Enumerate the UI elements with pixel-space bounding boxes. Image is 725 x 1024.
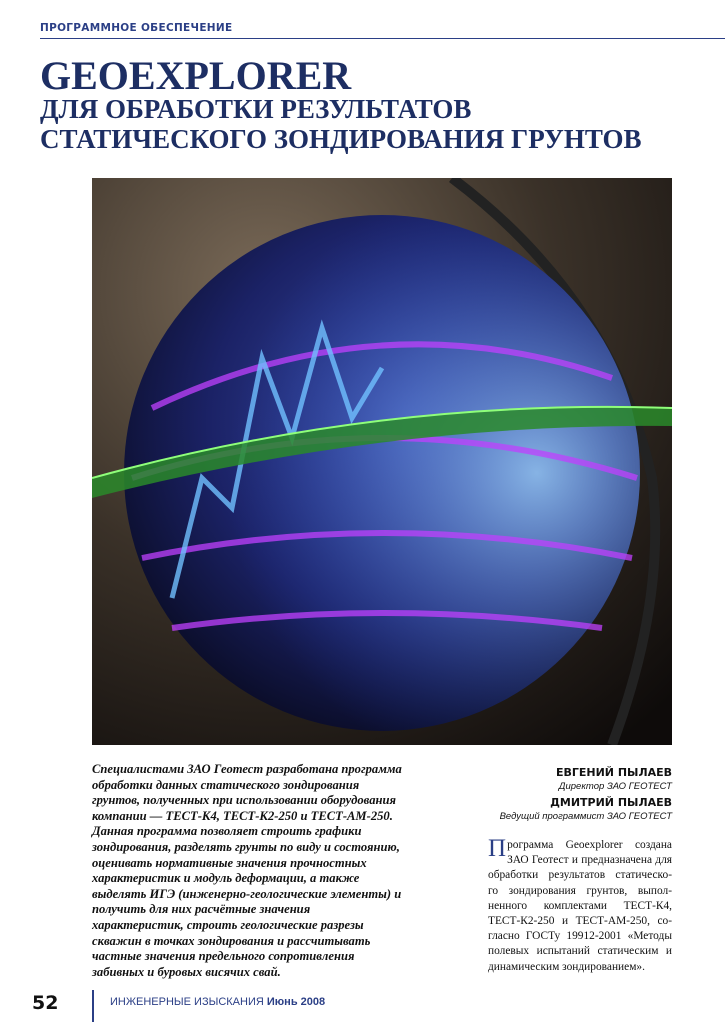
- body-line: полевых испытаний статическим и: [488, 945, 672, 958]
- author-name: ДМИТРИЙ ПЫЛАЕВ: [550, 796, 672, 809]
- lead-line: забивных и буровых висячих свай.: [92, 964, 281, 979]
- body-line: го зондирования грунтов, выпол-: [488, 884, 672, 897]
- header-rule: [40, 38, 725, 39]
- lead-line: характеристик, строить геологические раз…: [92, 917, 364, 932]
- lead-line: зондирования, разделять грунты по виду и…: [92, 839, 400, 854]
- footer-journal: ИНЖЕНЕРНЫЕ ИЗЫСКАНИЯ Июнь 2008: [110, 996, 325, 1008]
- footer-bar: [92, 990, 94, 1022]
- author-role: Ведущий программист ЗАО ГЕОТЕСТ: [499, 811, 672, 822]
- body-line: обработки результатов статическо-: [488, 869, 672, 882]
- drop-cap: П: [488, 835, 507, 862]
- lead-line: получить для них расчётные значения: [92, 902, 311, 917]
- section-label: ПРОГРАММНОЕ ОБЕСПЕЧЕНИЕ: [40, 22, 233, 34]
- issue-date: Июнь 2008: [266, 996, 326, 1008]
- author-role: Директор ЗАО ГЕОТЕСТ: [558, 781, 672, 792]
- body-line: ТЕСТ-К2-250 и ТЕСТ-АМ-250, со-: [488, 915, 672, 928]
- lead-line: выделять ИГЭ (инженерно-геологические эл…: [92, 886, 402, 901]
- lead-line: компании — ТЕСТ-К4, ТЕСТ-К2-250 и ТЕСТ-А…: [92, 808, 393, 823]
- lead-line: частные значения предельного сопротивлен…: [92, 949, 355, 964]
- page-number: 52: [32, 992, 59, 1014]
- lead-paragraph: Специалистами ЗАО Геотест разработана пр…: [92, 762, 482, 980]
- body-paragraph: П рограмма Geoexplorer создана ЗАО Геотес…: [488, 835, 672, 975]
- body-line: ЗАО Геотест и предназначена для: [507, 854, 672, 867]
- lead-line: обработки данных статического зондирован…: [92, 777, 360, 792]
- title-main: GEOEXPLORER: [40, 53, 352, 98]
- title-line: ДЛЯ ОБРАБОТКИ РЕЗУЛЬТАТОВ: [40, 94, 472, 124]
- lead-line: характеристик и модуль деформации, а так…: [92, 871, 360, 886]
- lead-line: грунтов, полученных при использовании об…: [92, 793, 396, 808]
- author-name: ЕВГЕНИЙ ПЫЛАЕВ: [555, 766, 672, 779]
- lead-line: скважин в точках зондирования и рассчиты…: [92, 933, 371, 948]
- body-line: рограмма Geoexplorer создана: [507, 839, 672, 851]
- globe-photo: [92, 178, 672, 745]
- lead-line: оценивать нормативные значения прочностн…: [92, 855, 367, 870]
- lead-line: Специалистами ЗАО Геотест разработана пр…: [92, 762, 402, 776]
- title-line: СТАТИЧЕСКОГО ЗОНДИРОВАНИЯ ГРУНТОВ: [40, 124, 642, 154]
- body-line: динамическим зондированием».: [488, 960, 645, 973]
- body-line: ненного комплектами ТЕСТ-К4,: [488, 899, 672, 912]
- body-line: гласно ГОСТу 19912-2001 «Методы: [488, 930, 672, 943]
- journal-name: ИНЖЕНЕРНЫЕ ИЗЫСКАНИЯ: [110, 996, 264, 1008]
- lead-line: Данная программа позволяет строить графи…: [92, 824, 362, 839]
